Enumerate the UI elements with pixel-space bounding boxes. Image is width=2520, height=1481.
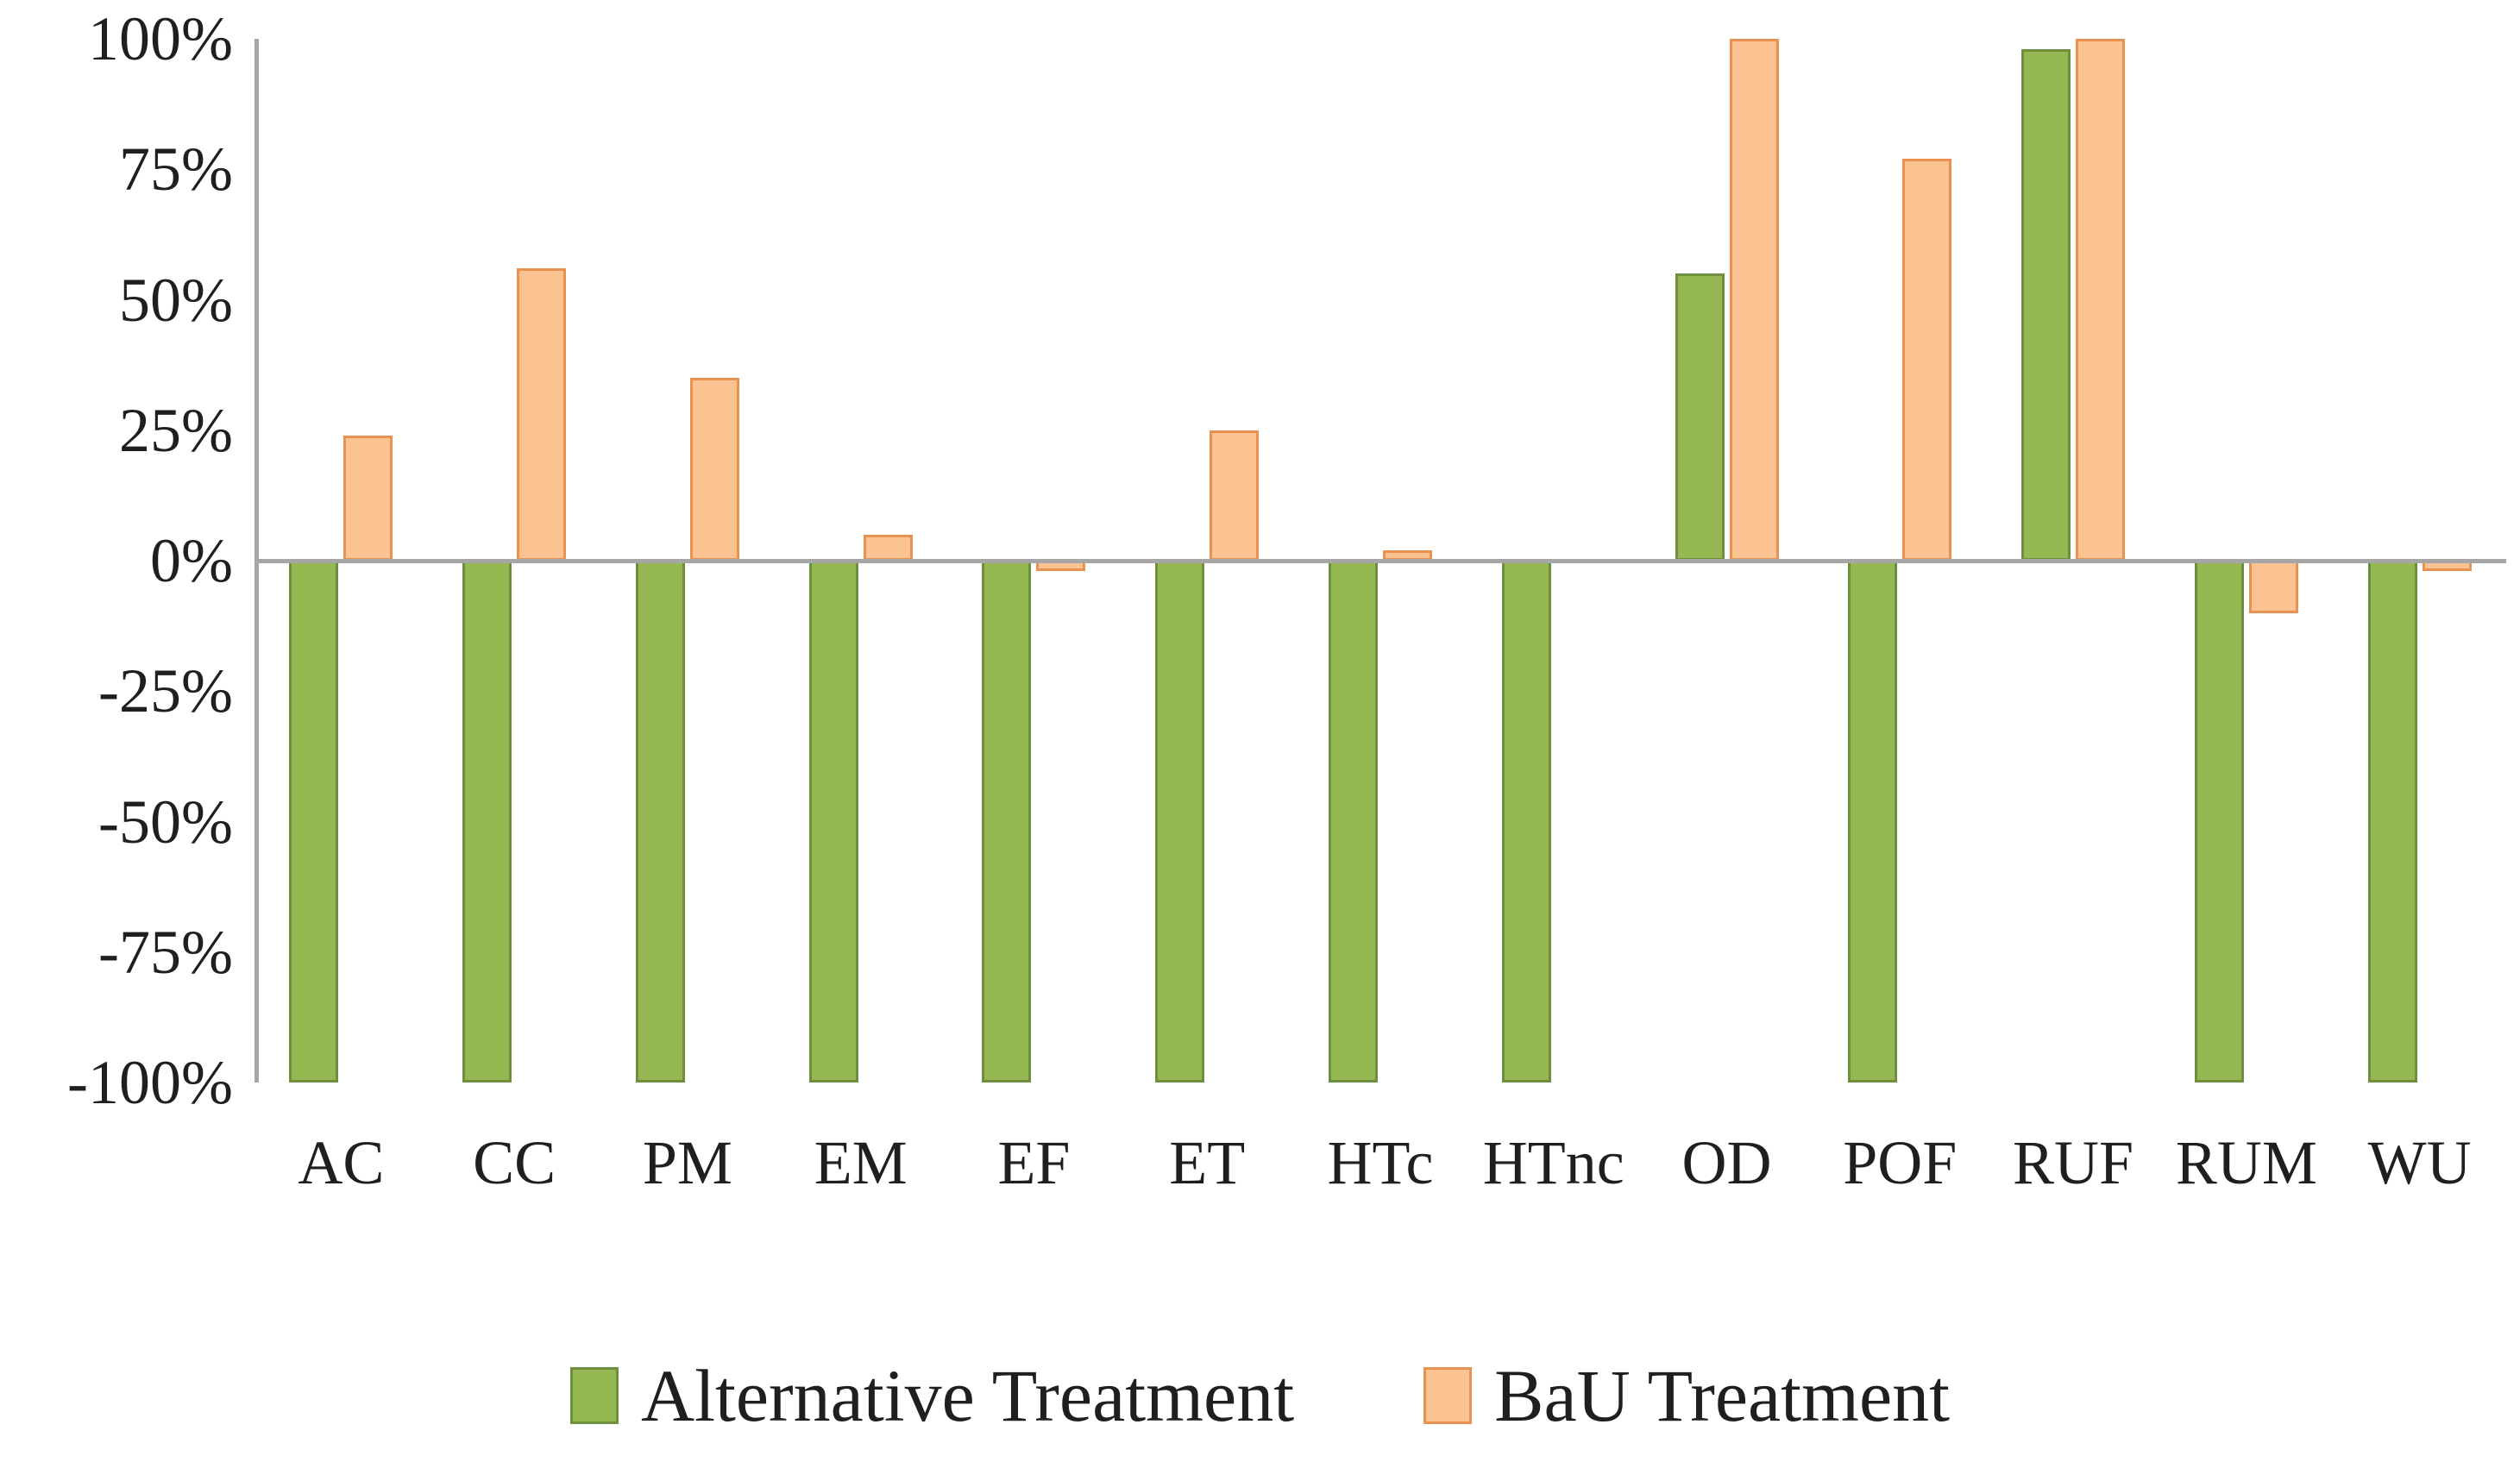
bar-alternative-EM bbox=[808, 561, 858, 1083]
bar-alternative-WU bbox=[2367, 561, 2417, 1083]
bar-alternative-RUF bbox=[2021, 49, 2071, 561]
bar-alternative-OD bbox=[1675, 273, 1725, 561]
y-tick-label: -50% bbox=[98, 787, 233, 857]
bar-bau-ET bbox=[1210, 430, 1260, 561]
y-tick-label: -25% bbox=[98, 656, 233, 726]
x-category-label-HTc: HTc bbox=[1327, 1128, 1434, 1197]
y-tick-label: 75% bbox=[119, 135, 233, 204]
x-category-label-EF: EF bbox=[997, 1128, 1071, 1197]
bar-alternative-HTnc bbox=[1501, 561, 1551, 1083]
bar-alternative-CC bbox=[462, 561, 512, 1083]
bar-bau-AC bbox=[343, 435, 393, 561]
legend-swatch-icon bbox=[569, 1367, 619, 1424]
bar-bau-RUM bbox=[2248, 561, 2298, 613]
bar-alternative-HTc bbox=[1329, 561, 1378, 1083]
legend-item-alternative-treatment: Alternative Treatment bbox=[569, 1354, 1295, 1437]
legend-label: Alternative Treatment bbox=[640, 1354, 1295, 1437]
x-category-label-WU: WU bbox=[2367, 1128, 2472, 1197]
bar-bau-CC bbox=[517, 268, 567, 561]
legend: Alternative Treatment BaU Treatment bbox=[0, 1359, 2520, 1433]
bar-bau-POF bbox=[1902, 159, 1952, 561]
x-category-label-AC: AC bbox=[298, 1128, 385, 1197]
x-category-label-OD: OD bbox=[1681, 1128, 1772, 1197]
x-category-label-EM: EM bbox=[814, 1128, 908, 1197]
y-tick-label: -100% bbox=[67, 1048, 233, 1117]
bar-bau-RUF bbox=[2076, 39, 2126, 561]
bar-alternative-AC bbox=[289, 561, 339, 1083]
x-axis-zero-line bbox=[255, 559, 2506, 563]
bar-alternative-PM bbox=[635, 561, 685, 1083]
legend-swatch-icon bbox=[1423, 1367, 1473, 1424]
x-category-label-ET: ET bbox=[1169, 1128, 1246, 1197]
bar-bau-PM bbox=[689, 378, 739, 561]
x-category-label-RUM: RUM bbox=[2175, 1128, 2317, 1197]
y-tick-label: 25% bbox=[119, 395, 233, 465]
bar-bau-OD bbox=[1729, 39, 1779, 561]
legend-item-bau-treatment: BaU Treatment bbox=[1423, 1359, 1950, 1433]
x-category-label-HTnc: HTnc bbox=[1482, 1128, 1624, 1197]
bar-alternative-EF bbox=[982, 561, 1032, 1083]
x-category-label-RUF: RUF bbox=[2013, 1128, 2134, 1197]
y-tick-label: 0% bbox=[150, 526, 233, 595]
bar-alternative-RUM bbox=[2194, 561, 2244, 1083]
legend-label: BaU Treatment bbox=[1494, 1354, 1951, 1437]
bar-bau-EM bbox=[863, 534, 913, 561]
x-category-label-CC: CC bbox=[473, 1128, 556, 1197]
bar-alternative-ET bbox=[1155, 561, 1205, 1083]
x-category-label-PM: PM bbox=[642, 1128, 732, 1197]
y-tick-label: 50% bbox=[119, 265, 233, 335]
bar-alternative-POF bbox=[1848, 561, 1898, 1083]
y-tick-label: -75% bbox=[98, 917, 233, 987]
x-category-label-POF: POF bbox=[1843, 1128, 1958, 1197]
y-tick-label: 100% bbox=[88, 4, 233, 73]
